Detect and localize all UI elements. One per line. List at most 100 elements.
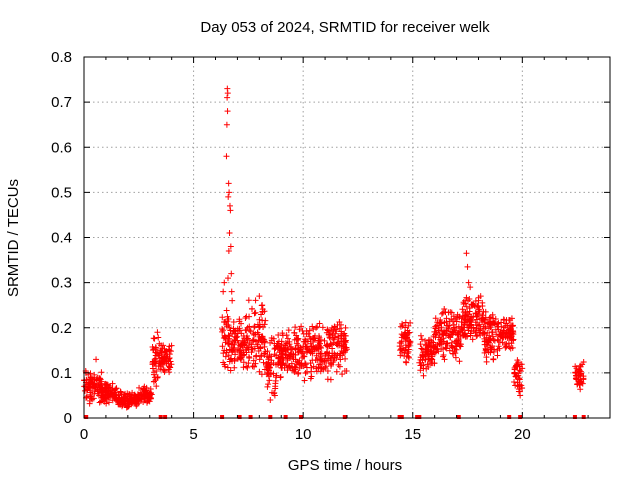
- data-point: [266, 364, 273, 371]
- data-point: [474, 313, 481, 320]
- data-point: [452, 330, 459, 337]
- data-point: [462, 297, 469, 304]
- data-point: [449, 344, 456, 351]
- data-point: [452, 354, 459, 361]
- data-point: [426, 355, 433, 362]
- data-point: [417, 341, 424, 348]
- data-point: [398, 331, 405, 338]
- data-point: [251, 310, 258, 317]
- data-point: [245, 297, 252, 304]
- data-point: [445, 322, 452, 329]
- data-point: [473, 325, 480, 332]
- data-point: [258, 311, 265, 318]
- data-point: [141, 391, 148, 398]
- data-point: [462, 333, 469, 340]
- data-point: [465, 279, 472, 286]
- y-axis-ticks: 0 0.1 0.2 0.3 0.4 0.5 0.6 0.7 0.8: [51, 49, 610, 427]
- data-point: [230, 327, 237, 334]
- data-point: [292, 324, 299, 331]
- data-point: [237, 356, 244, 363]
- data-point: [306, 347, 313, 354]
- data-point: [295, 370, 302, 377]
- data-point: [151, 378, 158, 385]
- data-point: [256, 293, 263, 300]
- data-point: [468, 328, 475, 335]
- data-point: [238, 349, 245, 356]
- data-point: [228, 288, 235, 295]
- data-point: [315, 364, 322, 371]
- data-point: [272, 377, 279, 384]
- data-point: [475, 322, 482, 329]
- data-point: [226, 189, 233, 196]
- data-point: [442, 309, 449, 316]
- data-point: [219, 343, 226, 350]
- data-point: [300, 338, 307, 345]
- data-point: [284, 335, 291, 342]
- data-point: [315, 339, 322, 346]
- x-tick-label: 0: [80, 426, 88, 443]
- data-point: [438, 339, 445, 346]
- data-point: [489, 333, 496, 340]
- data-point: [336, 325, 343, 332]
- data-point: [154, 374, 161, 381]
- data-point: [313, 352, 320, 359]
- data-point: [446, 334, 453, 341]
- data-point: [422, 356, 429, 363]
- data-point: [451, 324, 458, 331]
- data-point: [325, 331, 332, 338]
- data-point: [317, 356, 324, 363]
- data-point: [331, 336, 338, 343]
- data-point: [452, 343, 459, 350]
- data-point: [332, 330, 339, 337]
- data-point: [301, 353, 308, 360]
- data-point: [335, 342, 342, 349]
- data-point: [435, 334, 442, 341]
- data-point: [266, 377, 273, 384]
- data-point: [463, 303, 470, 310]
- data-point: [401, 353, 408, 360]
- data-point: [479, 299, 486, 306]
- data-point: [577, 386, 584, 393]
- data-point: [121, 395, 128, 402]
- data-point: [506, 331, 513, 338]
- data-point: [225, 180, 232, 187]
- data-point: [160, 342, 167, 349]
- data-point: [272, 383, 279, 390]
- data-point: [328, 362, 335, 369]
- data-point: [449, 317, 456, 324]
- data-point: [162, 355, 169, 362]
- x-axis-label: GPS time / hours: [288, 457, 402, 474]
- data-point: [153, 383, 160, 390]
- data-point: [259, 308, 266, 315]
- data-point: [433, 329, 440, 336]
- baseline-marker: [237, 415, 242, 419]
- data-point: [422, 346, 429, 353]
- data-point: [498, 330, 505, 337]
- data-point: [464, 263, 471, 270]
- data-points: [81, 85, 587, 411]
- data-point: [251, 323, 258, 330]
- data-point: [146, 393, 153, 400]
- data-point: [457, 333, 464, 340]
- data-point: [222, 353, 229, 360]
- data-point: [111, 389, 118, 396]
- data-point: [250, 338, 257, 345]
- data-point: [455, 323, 462, 330]
- data-point: [488, 322, 495, 329]
- data-point: [221, 347, 228, 354]
- chart-title: Day 053 of 2024, SRMTID for receiver wel…: [200, 19, 490, 36]
- data-point: [223, 307, 230, 314]
- data-point: [443, 345, 450, 352]
- data-point: [456, 358, 463, 365]
- data-point: [469, 336, 476, 343]
- data-point: [254, 341, 261, 348]
- data-point: [137, 389, 144, 396]
- data-point: [227, 207, 234, 214]
- data-point: [417, 332, 424, 339]
- data-point: [483, 341, 490, 348]
- data-point: [152, 352, 159, 359]
- data-point: [279, 347, 286, 354]
- data-point: [440, 335, 447, 342]
- data-point: [481, 330, 488, 337]
- baseline-marker: [248, 415, 253, 419]
